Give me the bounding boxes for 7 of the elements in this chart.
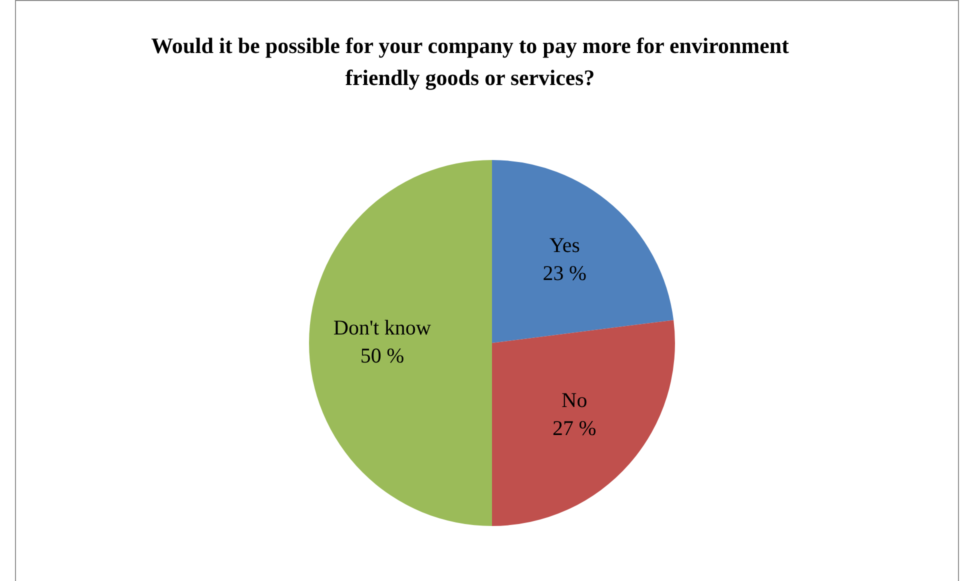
slice-label: No [562,388,588,412]
data-label: 23 % [542,261,586,286]
slice-label: Yes [549,233,580,258]
chart-title: Would it be possible for your company to pay more for environment friendly goods or services? [150,32,790,92]
data-label: 50 % [360,344,404,368]
slice-label: Don't know [333,316,432,340]
data-label: 27 % [552,416,596,440]
